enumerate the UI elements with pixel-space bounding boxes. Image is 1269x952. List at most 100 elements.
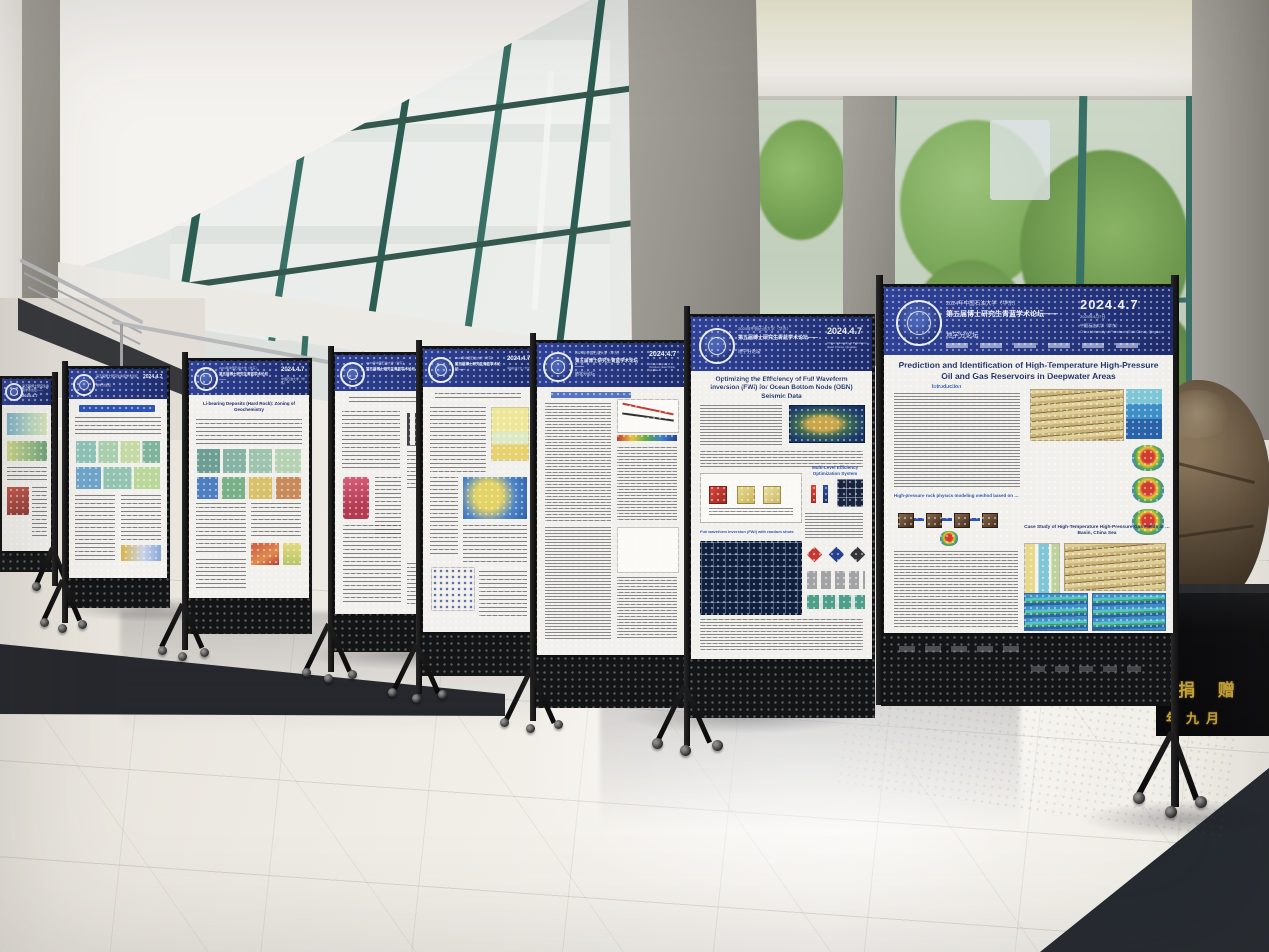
header-institution: China University of Petroleum (East Chin… [827, 341, 867, 349]
workflow-arrow [914, 518, 924, 521]
window-mullion [1186, 96, 1194, 476]
poster-text-block [196, 419, 302, 445]
caster-wheel [324, 674, 333, 683]
workflow-cube [898, 513, 914, 528]
header-line2: 第五届博士研究生青蓝学术论坛—— [219, 372, 268, 381]
figure-seismic-yellow [1030, 389, 1124, 441]
poster-header: 2024年中国石油大学（华东） 第五届博士研究生青蓝学术论坛—— 地学分论坛 2… [537, 343, 684, 387]
poster-text-block [121, 495, 161, 541]
figure-line-chart [617, 399, 679, 433]
poster-board-3: 2024年中国石油大学（华东） 第五届博士研究生青蓝学术论坛—— 2024.4.… [158, 352, 312, 661]
poster-title: Li-bearing Deposits (Hard Rock): Zoning … [203, 401, 295, 412]
figure [76, 441, 160, 463]
header-title: 第五届博士研究生青蓝学术论坛—— [96, 374, 139, 382]
poster-text-block [894, 393, 1020, 489]
caster-wheel [158, 646, 167, 655]
university-logo [194, 367, 218, 391]
poster-text-block [545, 403, 611, 521]
header-authors-smudge [946, 343, 1146, 348]
university-logo [699, 328, 735, 364]
poster-text-block [343, 525, 401, 603]
header-title: 第五届博士研究生青蓝学术论坛—— [22, 384, 50, 392]
header-line3: 地学分论坛 [946, 332, 979, 339]
figure-rainbow-map [1132, 445, 1164, 471]
caster-wheel [652, 738, 663, 749]
poster-header: 第五届博士研究生青蓝学术论坛—— 地学分论坛 2024.4.7 [69, 369, 167, 399]
caster-wheel [348, 670, 357, 679]
wall-far-left [0, 0, 24, 330]
stand-mast [684, 306, 690, 746]
poster-header: 2024年中国石油大学（华东） 第五届博士研究生青蓝学术论坛—— 地学分论坛 2… [691, 317, 872, 371]
header-date: 2024.4.7 [827, 326, 863, 336]
header-line2: 第五届博士研究生青蓝学术论坛—— [738, 335, 819, 341]
poster-5: 2024年中国石油大学（华东） 第五届博士研究生青蓝学术论坛—— 2024.4.… [423, 349, 534, 632]
section-heading: Full waveform inversion (FWI) with rando… [700, 529, 794, 534]
stand-mast-right [1171, 275, 1179, 807]
pedestal-top-bevel [1156, 584, 1269, 593]
figure-seismic-blue [1024, 593, 1088, 631]
figure-seismic-section [1064, 543, 1166, 591]
caster-wheel [58, 624, 67, 633]
poster-board-5: 2024年中国石油大学（华东） 第五届博士研究生青蓝学术论坛—— 2024.4.… [388, 340, 537, 703]
poster-text-block [430, 407, 486, 473]
header-subtitle: 地学分论坛 [96, 383, 112, 387]
caster-wheel [412, 694, 421, 703]
caster-wheel [500, 718, 509, 727]
poster-header: 第五届博士研究生青蓝学术论坛—— 2024.4.7 [2, 379, 51, 405]
figure-small-squares [807, 571, 865, 589]
stand-mast [530, 333, 536, 721]
section-heading: Multi-Level Efficiency Optimization Syst… [811, 465, 858, 476]
header-line2: 第五届博士研究生青蓝学术论坛—— [575, 358, 638, 369]
header-line1: 2024年中国石油大学（华东） [366, 361, 406, 365]
diamond-blue [828, 546, 845, 563]
poster-title-smudge [435, 393, 521, 401]
header-line1: 2024年中国石油大学（华东） [575, 351, 622, 355]
diamond-red [806, 546, 823, 563]
header-line2: 第五届博士研究生青蓝学术论坛—— [455, 362, 501, 371]
header-date: 2024.4.7 [649, 351, 677, 358]
header-date: 2024.4.7 [507, 356, 531, 362]
arrow-up-red [811, 485, 816, 503]
university-logo [340, 362, 365, 387]
poster-text-block [700, 405, 782, 447]
figure-seismic-blue [1092, 593, 1166, 631]
yellow-cube [737, 486, 755, 504]
poster-text-block [32, 487, 47, 537]
poster-text-block [545, 527, 611, 639]
poster-header: 2024年中国石油大学（华东） 第五届博士研究生青蓝学术论坛—— 2024.4.… [423, 349, 534, 387]
section-bar [79, 405, 155, 412]
header-date: 2024.4.7 [143, 374, 163, 380]
caster-wheel [712, 740, 723, 751]
workflow-arrow [942, 518, 952, 521]
figure-sketch [617, 527, 679, 573]
header-line3: 地学分论坛 [575, 371, 595, 376]
section-heading-case: Case Study of High-Temperature High-Pres… [1024, 525, 1170, 537]
diamond-dark [849, 546, 866, 563]
workflow-cube [982, 513, 998, 528]
poster-board-7: 2024年中国石油大学（华东） 第五届博士研究生青蓝学术论坛—— 地学分论坛 2… [652, 306, 875, 756]
yellow-cube [763, 486, 781, 504]
poster-title: Optimizing the Efficiency of Full Wavefo… [710, 376, 853, 400]
poster-text-block [430, 477, 458, 557]
caption [709, 508, 793, 516]
header-date-cn: 2024年4月7日 [1080, 314, 1106, 319]
section-heading-smudge [551, 392, 631, 398]
figure [7, 441, 47, 461]
header-line1: 2024年中国石油大学（华东） [219, 366, 259, 370]
poster-board-2: 第五届博士研究生青蓝学术论坛—— 地学分论坛 2024.4.7 [40, 361, 170, 633]
figure [197, 477, 301, 499]
caster-wheel [526, 724, 535, 733]
poster-8: 2024年中国石油大学（华东） 第五届博士研究生青蓝学术论坛—— 地学分论坛 2… [884, 287, 1173, 633]
university-logo [896, 300, 942, 346]
section-heading-method: High-pressure rock physics modeling meth… [894, 493, 1019, 498]
university-logo [73, 374, 95, 396]
caster-wheel [1165, 806, 1177, 818]
stand-mast [52, 372, 58, 586]
poster-text-block [805, 513, 863, 539]
header-institution-en: China University of Petroleum (East Chin… [1080, 330, 1162, 334]
poster-1: 第五届博士研究生青蓝学术论坛—— 2024.4.7 [2, 379, 51, 551]
poster-header: 2024年中国石油大学（华东） 第五届博士研究生青蓝学术论坛—— 2024.4.… [189, 361, 309, 395]
header-line1: 2024年中国石油大学（华东） [738, 326, 791, 331]
poster-text-block [463, 525, 527, 565]
caster-wheel [1195, 796, 1207, 808]
